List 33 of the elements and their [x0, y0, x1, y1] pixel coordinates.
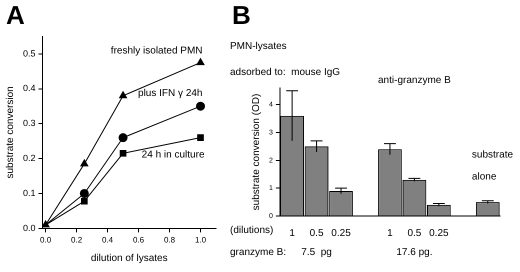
- y-tick-label: 0.5: [22, 48, 36, 58]
- x-axis-title: dilution of lysates: [90, 252, 168, 264]
- text: adsorbed to: mouse IgG: [230, 66, 340, 78]
- x-tick-label: 1: [289, 228, 296, 239]
- x-tick-label: 0.0: [40, 235, 52, 244]
- text: 7.5 pg: [301, 246, 332, 258]
- x-tick-label: 0.8: [164, 235, 176, 244]
- y-axis-title: substrate conversion: [4, 86, 16, 179]
- x-tick-label: 0.25: [429, 228, 450, 239]
- annotation: substrate alone: [472, 149, 514, 182]
- text: (dilutions): [230, 224, 274, 236]
- x-tick-label: 0.4: [102, 235, 114, 244]
- x-tick-label: 0.6: [132, 235, 145, 244]
- y-tick-label: 0.4: [22, 83, 36, 94]
- y-tick-label: 0.1: [22, 188, 36, 198]
- text: PMN-lysates: [230, 40, 287, 52]
- series-label: plus IFN γ 24h: [138, 88, 203, 99]
- text: granzyme B:: [230, 246, 286, 258]
- series-label: freshly isolated PMN: [110, 45, 203, 56]
- y-tick-label: 0.3: [22, 118, 36, 128]
- x-tick-label: 1.0: [194, 235, 207, 244]
- x-tick-label: 0.25: [331, 228, 352, 239]
- x-tick-label: 1: [387, 228, 394, 239]
- y-axis-title: substrate conversion (OD): [250, 94, 262, 210]
- text: 17.6 pg.: [396, 246, 432, 258]
- text: anti-granzyme B: [378, 74, 452, 86]
- x-tick-label: 0.2: [71, 235, 83, 244]
- chart-title: A: [6, 0, 25, 31]
- y-tick-label: 0.2: [22, 153, 36, 164]
- x-tick-label: 0.5: [310, 228, 324, 239]
- x-tick-label: 0.5: [407, 228, 422, 239]
- chart-title: B: [232, 0, 251, 31]
- series-label: 24 h in culture: [142, 149, 205, 160]
